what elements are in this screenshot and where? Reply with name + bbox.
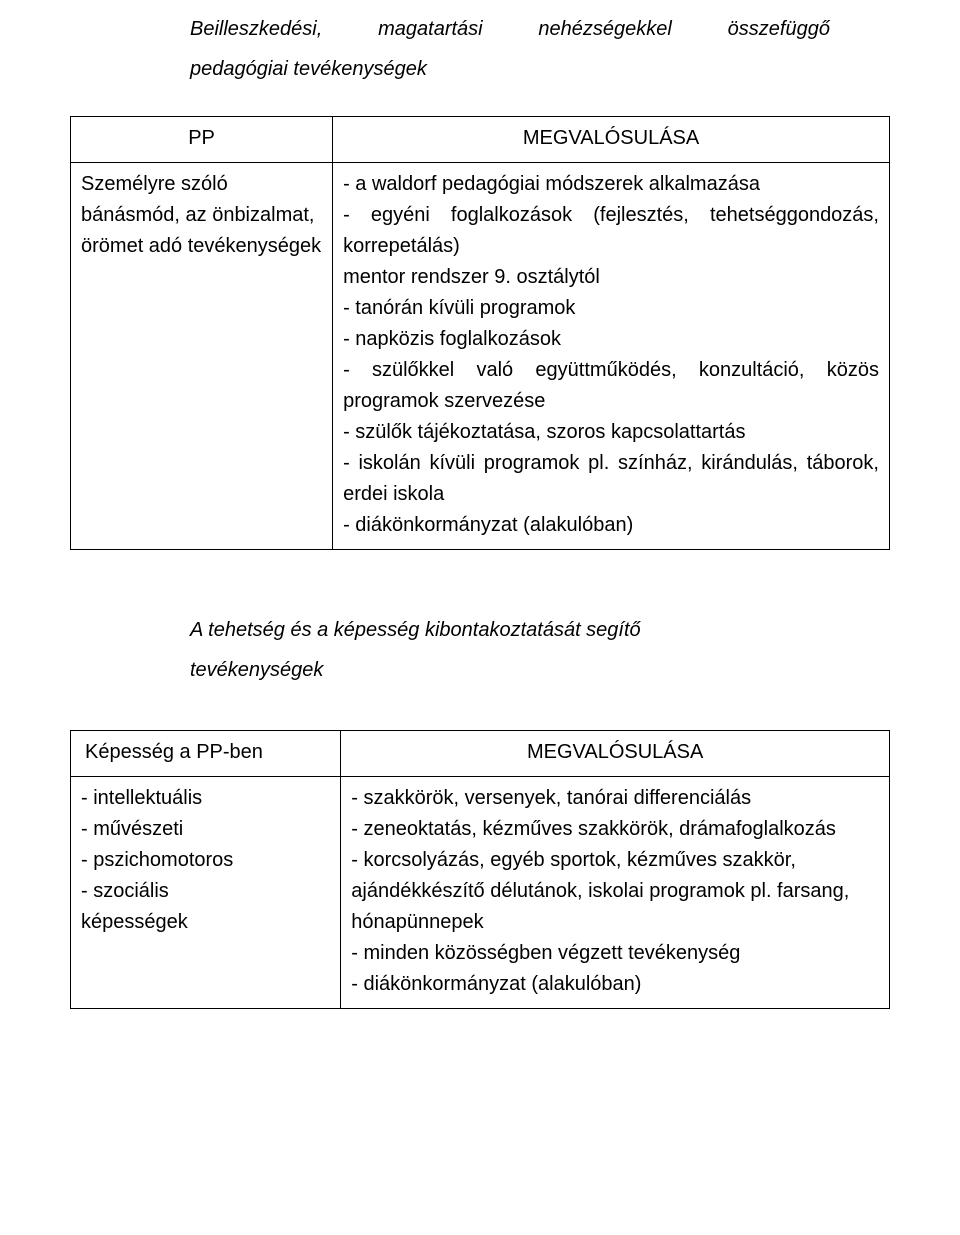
heading1-word: Beilleszkedési, <box>190 10 322 48</box>
table-1-item: - iskolán kívüli programok pl. színház, … <box>343 448 879 510</box>
section-heading-1: Beilleszkedési, magatartási nehézségekke… <box>190 10 890 88</box>
section-heading-2-line2: tevékenységek <box>190 650 890 690</box>
section-heading-2-line1: A tehetség és a képesség kibontakoztatás… <box>190 610 890 650</box>
table-1-item: - egyéni foglalkozások (fejlesztés, tehe… <box>343 200 879 262</box>
table-1-header-left: PP <box>71 117 333 163</box>
table-1-item: - napközis foglalkozások <box>343 324 879 355</box>
section-heading-2: A tehetség és a képesség kibontakoztatás… <box>190 610 890 690</box>
table-2-right-item: - szakkörök, versenyek, tanórai differen… <box>351 783 879 814</box>
table-2-right-item: - diákönkormányzat (alakulóban) <box>351 969 879 1000</box>
table-2-right-item: ajándékkészítő délutánok, iskolai progra… <box>351 876 879 907</box>
table-2-header-right: MEGVALÓSULÁSA <box>341 731 890 777</box>
heading1-word: nehézségekkel <box>538 10 671 48</box>
heading1-word: magatartási <box>378 10 483 48</box>
table-1-item: - tanórán kívüli programok <box>343 293 879 324</box>
table-1-item: mentor rendszer 9. osztálytól <box>343 262 879 293</box>
table-2-left-item: képességek <box>81 907 330 938</box>
table-2-right-item: - minden közösségben végzett tevékenység <box>351 938 879 969</box>
table-2-right-item: - zeneoktatás, kézműves szakkörök, dráma… <box>351 814 879 845</box>
table-2-right-item: - korcsolyázás, egyéb sportok, kézműves … <box>351 845 879 876</box>
table-1: PP MEGVALÓSULÁSA Személyre szóló bánásmó… <box>70 116 890 550</box>
table-1-item: - szülők tájékoztatása, szoros kapcsolat… <box>343 417 879 448</box>
table-2-left-cell: - intellektuális - művészeti - pszichomo… <box>71 777 341 1009</box>
table-2: Képesség a PP-ben MEGVALÓSULÁSA - intell… <box>70 730 890 1009</box>
table-1-item-text: - iskolán kívüli programok pl. színház, … <box>343 452 879 505</box>
table-2-left-item: - intellektuális <box>81 783 330 814</box>
section-heading-1-line1: Beilleszkedési, magatartási nehézségekke… <box>190 10 830 48</box>
table-2-left-item: - művészeti <box>81 814 330 845</box>
table-2-left-item: - szociális <box>81 876 330 907</box>
table-2-left-item: - pszichomotoros <box>81 845 330 876</box>
heading1-word: összefüggő <box>728 10 830 48</box>
table-1-right-cell: - a waldorf pedagógiai módszerek alkalma… <box>333 163 890 550</box>
table-2-right-cell: - szakkörök, versenyek, tanórai differen… <box>341 777 890 1009</box>
table-1-item: - szülőkkel való együttműködés, konzultá… <box>343 355 879 417</box>
table-1-header-right: MEGVALÓSULÁSA <box>333 117 890 163</box>
table-1-left-cell: Személyre szóló bánásmód, az önbizalmat,… <box>71 163 333 550</box>
table-1-item: - a waldorf pedagógiai módszerek alkalma… <box>343 169 879 200</box>
table-2-header-left: Képesség a PP-ben <box>71 731 341 777</box>
section-heading-1-line2: pedagógiai tevékenységek <box>190 50 890 88</box>
table-2-right-item: hónapünnepek <box>351 907 879 938</box>
table-1-item: - diákönkormányzat (alakulóban) <box>343 510 879 541</box>
